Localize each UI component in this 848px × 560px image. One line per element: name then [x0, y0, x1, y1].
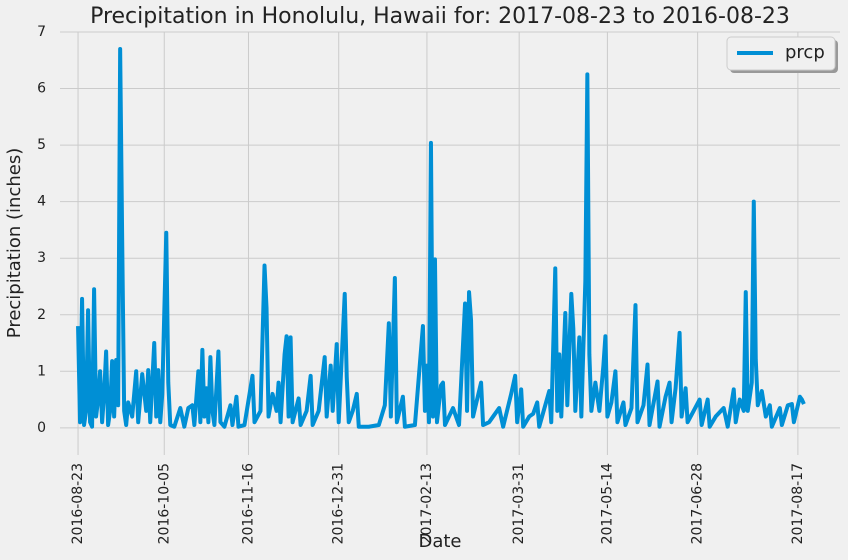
legend-box: [726, 36, 836, 71]
y-tick-label: 7: [37, 24, 46, 40]
x-axis-label: Date: [418, 531, 461, 552]
legend-label: prcp: [785, 42, 825, 63]
x-tick-label: 2017-08-17: [790, 463, 806, 544]
x-tick-label: 2016-11-16: [240, 463, 256, 544]
x-tick-label: 2016-08-23: [70, 463, 86, 544]
y-tick-label: 5: [37, 137, 46, 153]
y-axis-label: Precipitation (inches): [4, 148, 25, 338]
x-tick-label: 2017-06-28: [690, 463, 706, 544]
y-tick-label: 3: [37, 250, 46, 266]
chart-title: Precipitation in Honolulu, Hawaii for: 2…: [90, 4, 790, 29]
x-tick-label: 2017-03-31: [511, 463, 527, 544]
x-tick-label: 2016-10-05: [156, 463, 172, 544]
y-tick-label: 2: [37, 307, 46, 323]
y-tick-label: 4: [37, 194, 46, 210]
y-tick-label: 0: [37, 420, 46, 436]
data-line: [76, 46, 806, 429]
y-tick-label: 6: [37, 81, 46, 97]
x-tick-label: 2017-05-14: [599, 463, 615, 544]
x-tick-label: 2016-12-31: [331, 463, 347, 544]
y-tick-label: 1: [37, 363, 46, 379]
x-tick-label: 2017-02-13: [419, 463, 435, 544]
legend: prcp: [726, 36, 838, 73]
